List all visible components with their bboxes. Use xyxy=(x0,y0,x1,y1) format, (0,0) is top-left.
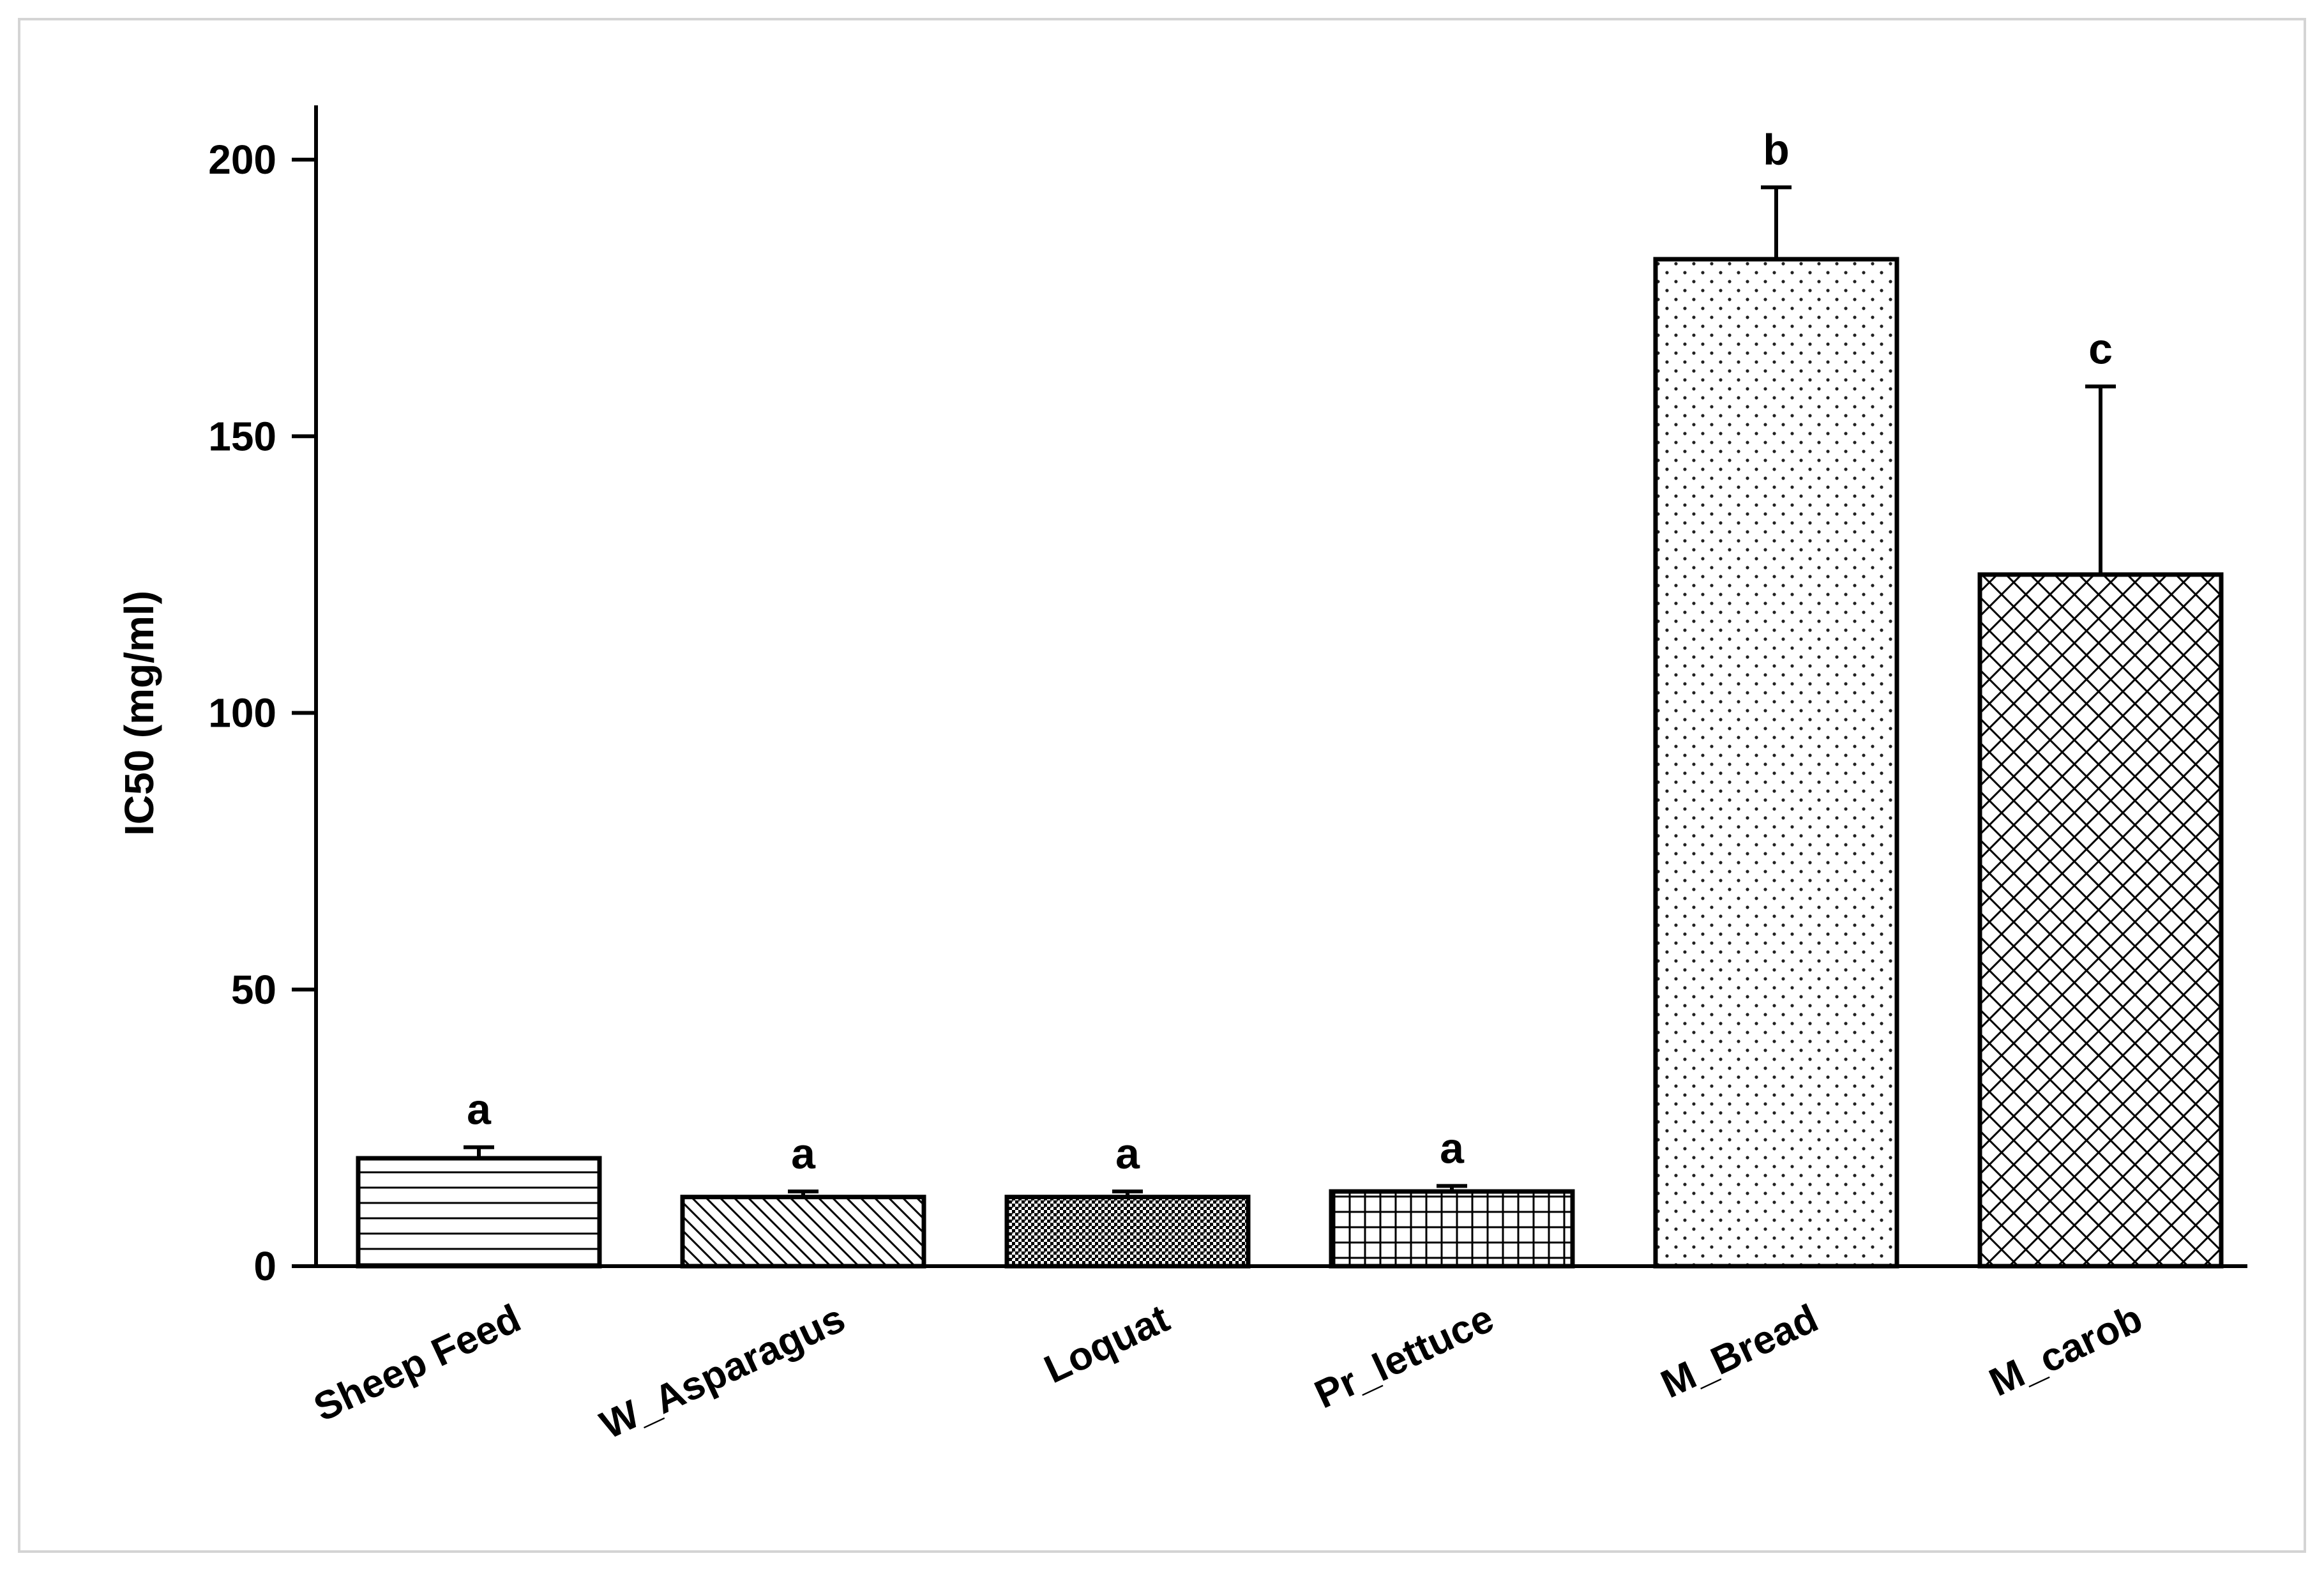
bar xyxy=(1004,1195,1251,1269)
significance-label: a xyxy=(791,1130,816,1178)
bar xyxy=(680,1195,926,1269)
significance-label: b xyxy=(1763,125,1790,174)
category-label: Pr_lettuce xyxy=(1308,1296,1500,1417)
significance-label: a xyxy=(1115,1130,1140,1178)
y-tick-label: 200 xyxy=(208,137,276,183)
y-tick-label: 100 xyxy=(208,690,276,736)
y-tick-label: 50 xyxy=(231,967,276,1013)
chart-frame xyxy=(18,18,2306,1553)
bar xyxy=(356,1156,602,1269)
significance-label: c xyxy=(2088,324,2113,373)
bar xyxy=(1329,1189,1575,1269)
bar xyxy=(1653,257,1899,1269)
y-tick-label: 0 xyxy=(253,1243,276,1289)
category-label: Loquat xyxy=(1038,1296,1175,1392)
category-label: M_carob xyxy=(1983,1296,2149,1405)
y-tick-label: 150 xyxy=(208,413,276,459)
significance-label: a xyxy=(467,1085,492,1134)
y-axis-title: IC50 (mg/ml) xyxy=(116,591,162,836)
category-label: M_Bread xyxy=(1654,1296,1825,1407)
significance-label: a xyxy=(1440,1124,1465,1172)
category-label: W_Asparagus xyxy=(594,1296,852,1447)
category-label: Sheep Feed xyxy=(307,1296,527,1430)
plot-area: 0 50 100 150 200 IC50 (mg/ml) a Sheep Feed a W_As… xyxy=(116,105,2247,1447)
bar xyxy=(1977,572,2224,1269)
